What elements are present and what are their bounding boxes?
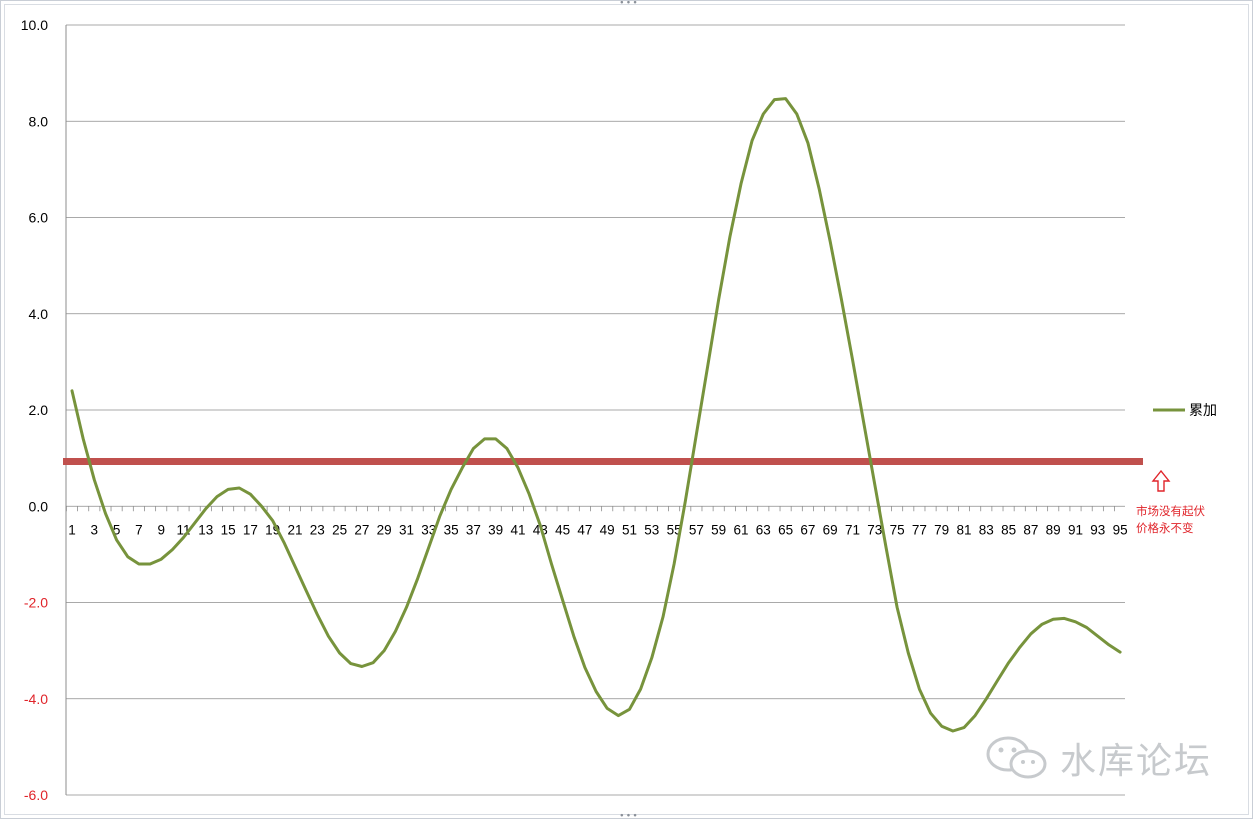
y-axis-tick-labels: -6.0 -4.0 -2.0 0.0 2.0 4.0 6.0 8.0 10.0: [21, 17, 48, 803]
x-tick-label: 39: [488, 522, 503, 537]
x-tick-label: 29: [377, 522, 392, 537]
x-tick-label: 15: [221, 522, 236, 537]
x-tick-label: 63: [756, 522, 771, 537]
y-tick-label: 0.0: [29, 498, 49, 514]
x-tick-label: 91: [1068, 522, 1083, 537]
y-tick-label: 10.0: [21, 17, 48, 33]
annotation-line-1: 市场没有起伏: [1136, 504, 1205, 518]
gridlines: [65, 24, 1125, 796]
x-tick-label: 69: [823, 522, 838, 537]
legend: 累加: [1153, 402, 1217, 418]
x-tick-label: 85: [1001, 522, 1016, 537]
x-tick-label: 93: [1090, 522, 1105, 537]
x-tick-label: 59: [711, 522, 726, 537]
x-axis-tick-marks: [66, 506, 1115, 512]
x-tick-label: 73: [867, 522, 882, 537]
x-tick-label: 21: [287, 522, 302, 537]
x-tick-label: 7: [135, 522, 143, 537]
x-tick-label: 13: [198, 522, 213, 537]
watermark-text: 水库论坛: [1060, 741, 1213, 782]
series-lines: [70, 97, 1122, 733]
x-tick-label: 75: [890, 522, 905, 537]
x-tick-label: 49: [600, 522, 615, 537]
y-tick-label: 8.0: [29, 113, 49, 129]
x-tick-label: 25: [332, 522, 347, 537]
y-tick-label: 4.0: [29, 306, 49, 322]
legend-label: 累加: [1189, 402, 1217, 418]
x-tick-label: 35: [444, 522, 459, 537]
x-tick-label: 83: [979, 522, 994, 537]
x-tick-label: 5: [113, 522, 121, 537]
y-tick-label: 6.0: [29, 210, 49, 226]
x-tick-label: 41: [510, 522, 525, 537]
y-tick-label: -6.0: [24, 787, 48, 803]
x-tick-label: 17: [243, 522, 258, 537]
y-tick-label: -2.0: [24, 595, 48, 611]
x-tick-label: 37: [466, 522, 481, 537]
x-tick-label: 9: [157, 522, 165, 537]
x-tick-label: 1: [68, 522, 76, 537]
x-tick-label: 27: [354, 522, 369, 537]
resize-handle-top[interactable]: ∙∙∙: [619, 0, 639, 8]
x-axis-tick-labels: 1 3 5 7 9 11 13 15 17 19 21 23 25 27 29 31 33 35 37 39 41 43 4…: [68, 522, 1127, 537]
x-tick-label: 81: [956, 522, 971, 537]
y-tick-label: 2.0: [29, 402, 49, 418]
x-tick-label: 45: [555, 522, 570, 537]
x-tick-label: 55: [667, 522, 682, 537]
x-tick-label: 89: [1046, 522, 1061, 537]
x-tick-label: 3: [91, 522, 99, 537]
y-tick-label: -4.0: [24, 691, 48, 707]
x-tick-label: 53: [644, 522, 659, 537]
x-tick-label: 95: [1113, 522, 1128, 537]
wechat-icon: [986, 736, 1047, 779]
x-tick-label: 61: [733, 522, 748, 537]
chart-area-border: [4, 4, 1249, 815]
annotation-line-2: 价格永不变: [1136, 521, 1194, 535]
x-tick-label: 23: [310, 522, 325, 537]
x-tick-label: 77: [912, 522, 927, 537]
x-tick-label: 87: [1023, 522, 1038, 537]
x-tick-label: 65: [778, 522, 793, 537]
x-tick-label: 71: [845, 522, 860, 537]
x-tick-label: 47: [577, 522, 592, 537]
x-tick-label: 31: [399, 522, 414, 537]
x-tick-label: 51: [622, 522, 637, 537]
up-arrow-icon: [1151, 469, 1171, 492]
x-tick-label: 79: [934, 522, 949, 537]
series-line-leijia: [70, 97, 1122, 733]
resize-handle-bottom[interactable]: ∙∙∙: [619, 811, 639, 821]
x-tick-label: 57: [689, 522, 704, 537]
watermark: 水库论坛: [982, 734, 1212, 782]
x-tick-label: 67: [800, 522, 815, 537]
